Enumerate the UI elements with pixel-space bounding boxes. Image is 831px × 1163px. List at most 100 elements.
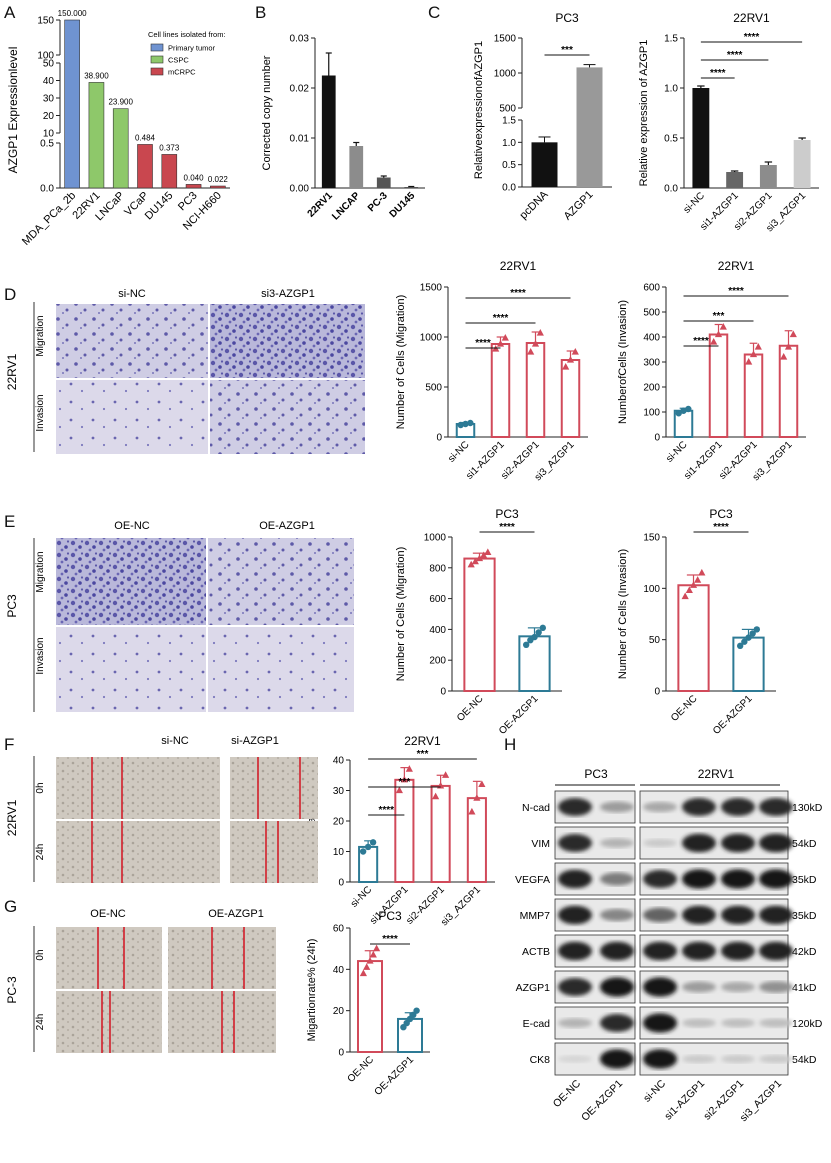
tick-label: 1500: [494, 34, 517, 45]
tick-label: 40: [43, 76, 55, 87]
tick-label: 800: [429, 563, 446, 574]
blot-kd-label: 35kD: [792, 910, 817, 922]
blot-band: [721, 1054, 755, 1064]
g-cell-label: PC-3: [5, 976, 19, 1004]
blot-band: [558, 905, 592, 925]
tick-label: 600: [429, 594, 446, 605]
g-image-0h-nc: [56, 927, 162, 989]
chart-F-title: 22RV1: [404, 734, 441, 748]
data-point: [400, 775, 408, 783]
bar: [321, 75, 336, 188]
f-row-2: 24h: [35, 844, 46, 861]
blot-band: [759, 1054, 793, 1064]
bar: [349, 146, 364, 188]
e-row-2: Invasion: [35, 637, 46, 674]
category-label: DU145: [143, 190, 176, 223]
blot-protein-label: ACTB: [522, 946, 550, 958]
wb-group-pc3: PC3: [584, 767, 608, 781]
chart-D2-title: 22RV1: [718, 259, 755, 273]
blot-kd-label: 130kD: [792, 802, 823, 814]
e-image-invasion-oe: [208, 627, 354, 712]
significance-label: ****: [378, 805, 394, 816]
blot-band: [600, 872, 634, 886]
d-col-2: si3-AZGP1: [261, 288, 315, 300]
significance-label: ****: [728, 286, 744, 297]
tick-label: 0: [654, 433, 660, 444]
data-point: [471, 557, 479, 565]
blot-band: [759, 833, 793, 853]
panel-label-e: E: [4, 512, 15, 531]
data-point: [364, 843, 372, 851]
bar: [404, 187, 419, 188]
d-image-invasion-nc: [56, 380, 208, 454]
significance-label: ****: [510, 288, 526, 299]
blot-kd-label: 54kD: [792, 1054, 817, 1066]
bar: [430, 784, 451, 883]
chart-a: AZGP1 Expressionlevel 0.0 0.510 20 30 40 5010…: [6, 9, 230, 248]
data-point: [685, 586, 693, 593]
chart-E2-title: PC3: [709, 507, 733, 521]
tick-label: 0: [338, 1048, 344, 1059]
d-col-1: si-NC: [118, 288, 146, 300]
chart-c-pc3-title: PC3: [555, 11, 579, 25]
data-point: [395, 786, 403, 794]
value-label: 0.484: [135, 133, 156, 142]
data-point: [405, 765, 413, 772]
blot-band: [643, 907, 677, 923]
tick-label: 400: [643, 333, 660, 344]
bar: [531, 142, 558, 187]
blot-band: [600, 838, 634, 848]
data-point: [681, 592, 689, 600]
data-point: [745, 634, 752, 641]
data-point: [710, 338, 718, 345]
f-image-24h-nc: [56, 821, 220, 883]
blot-band: [600, 908, 634, 922]
bar: [726, 172, 744, 188]
data-point: [539, 624, 547, 632]
g-col-2: OE-AZGP1: [208, 908, 264, 920]
blot-band: [759, 941, 793, 961]
category-label: MDA_PCa_2b: [20, 190, 78, 248]
legend-title: Cell lines isolated from:: [148, 30, 226, 39]
category-label: pcDNA: [517, 188, 551, 222]
significance-label: ***: [417, 749, 429, 760]
wb-group-22rv1: 22RV1: [698, 767, 735, 781]
bar: [708, 333, 729, 438]
d-row-1: Migration: [35, 315, 46, 356]
blot-band: [643, 1049, 677, 1069]
bar: [743, 353, 764, 438]
chart-G-ylabel: Migartionrate% (24h): [306, 939, 318, 1042]
g-image-0h-oe: [168, 927, 276, 989]
blot-band: [759, 981, 793, 993]
value-label: 150.000: [58, 9, 87, 18]
blot-band: [643, 801, 677, 813]
data-point: [496, 340, 505, 347]
tick-label: 10: [333, 847, 345, 858]
tick-label: 0: [440, 687, 446, 698]
tick-label: 1000: [494, 69, 517, 80]
data-point: [457, 421, 464, 429]
blot-lane-label: si-NC: [641, 1077, 668, 1104]
blot-band: [643, 941, 677, 961]
category-label: si-NC: [446, 439, 471, 464]
chart-b: Corrected copy number0.000.010.020.0322R…: [261, 34, 425, 222]
blot-band: [759, 798, 793, 816]
d-image-migration-si: [210, 304, 365, 378]
data-point: [749, 630, 756, 637]
chart-C2-ylabel: Relative expression of AZGP1: [638, 40, 650, 187]
blot-kd-label: 42kD: [792, 946, 817, 958]
blot-band: [682, 833, 716, 853]
bar: [210, 185, 226, 189]
chart-D2-ylabel: NumberofCells (Invasion): [617, 300, 629, 424]
blot-band: [600, 1014, 634, 1032]
blot-band: [643, 870, 677, 888]
tick-label: 0: [436, 433, 442, 444]
bar: [394, 778, 415, 884]
f-image-0h-si: [230, 757, 318, 819]
significance-label: ****: [475, 338, 491, 349]
micrographs-d: si-NC si3-AZGP1 22RV1 Migration Invasion: [5, 288, 365, 454]
tick-label: 0.03: [290, 34, 310, 45]
blot-kd-label: 35kD: [792, 874, 817, 886]
d-image-migration-nc: [56, 304, 208, 378]
category-label: OE-AZGP1: [373, 1054, 417, 1098]
